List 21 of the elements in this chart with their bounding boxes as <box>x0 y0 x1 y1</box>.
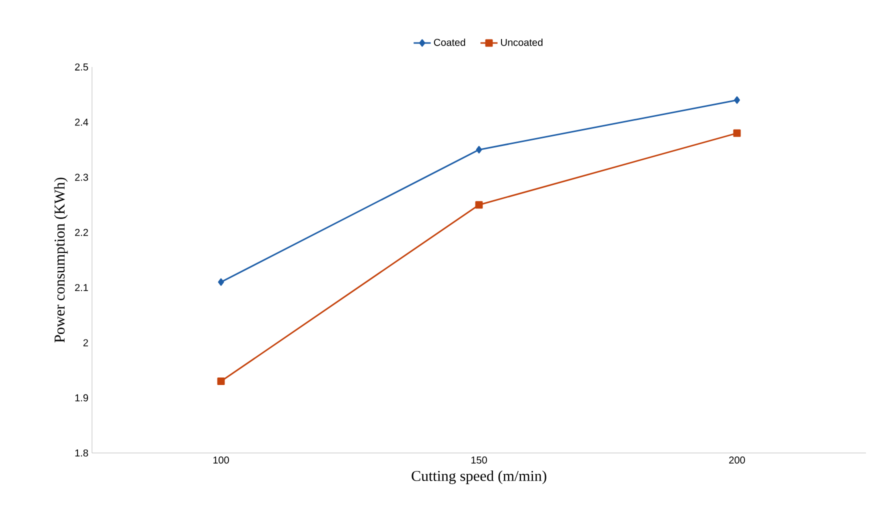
y-tick-label: 2.4 <box>75 118 88 126</box>
x-tick-label: 150 <box>471 456 487 464</box>
point <box>476 146 482 154</box>
y-axis-title: Power consumption (KWh) <box>54 178 68 342</box>
legend-label: Coated <box>434 38 466 46</box>
point <box>733 129 741 137</box>
y-tick-label: 2.5 <box>75 63 88 71</box>
y-tick-label: 1.9 <box>75 394 88 402</box>
point <box>475 201 483 209</box>
x-tick-label: 200 <box>729 456 745 464</box>
y-tick-label: 2 <box>83 339 88 346</box>
x-axis-title: Cutting speed (m/min) <box>412 470 546 484</box>
point <box>734 96 740 104</box>
point <box>217 378 225 386</box>
y-tick-label: 2.3 <box>75 174 88 181</box>
y-tick-label: 1.8 <box>75 449 88 457</box>
y-tick-label: 2.2 <box>75 228 88 236</box>
y-tick-label: 2.1 <box>75 284 88 292</box>
point <box>218 278 224 286</box>
legend-label: Uncoated <box>501 38 542 46</box>
x-tick-label: 100 <box>213 456 229 464</box>
